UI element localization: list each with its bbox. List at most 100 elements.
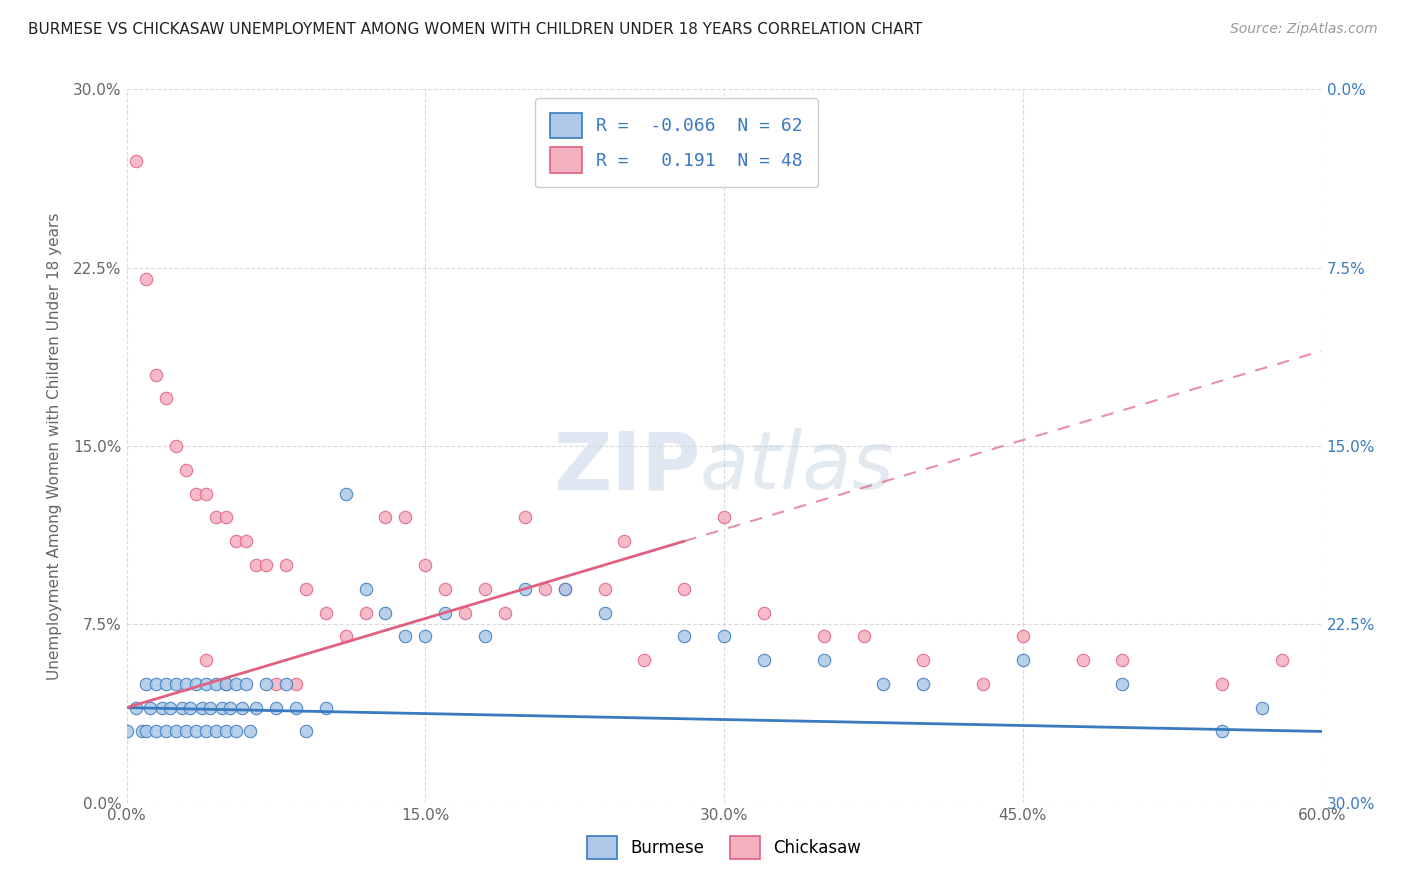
Point xyxy=(413,629,436,643)
Point xyxy=(1271,653,1294,667)
Point xyxy=(135,677,157,691)
Point xyxy=(135,272,157,286)
Point xyxy=(1071,653,1094,667)
Point xyxy=(752,653,775,667)
Point xyxy=(215,677,238,691)
Point xyxy=(159,700,181,714)
Point xyxy=(215,724,238,739)
Point xyxy=(145,368,167,382)
Point xyxy=(413,558,436,572)
Point xyxy=(673,582,696,596)
Point xyxy=(225,724,247,739)
Point xyxy=(474,582,496,596)
Point xyxy=(254,558,277,572)
Point xyxy=(219,700,242,714)
Text: atlas: atlas xyxy=(700,428,896,507)
Legend: Burmese, Chickasaw: Burmese, Chickasaw xyxy=(581,829,868,866)
Point xyxy=(554,582,576,596)
Point xyxy=(354,606,377,620)
Point xyxy=(225,534,247,549)
Point xyxy=(294,724,316,739)
Point xyxy=(494,606,516,620)
Point xyxy=(186,677,208,691)
Point xyxy=(195,677,218,691)
Point xyxy=(284,700,307,714)
Point xyxy=(274,558,297,572)
Point xyxy=(633,653,655,667)
Point xyxy=(165,724,187,739)
Point xyxy=(155,724,177,739)
Point xyxy=(813,653,835,667)
Point xyxy=(174,463,197,477)
Point xyxy=(264,700,287,714)
Point xyxy=(872,677,894,691)
Point xyxy=(912,653,935,667)
Point xyxy=(235,677,257,691)
Point xyxy=(155,392,177,406)
Point xyxy=(150,700,174,714)
Point xyxy=(513,510,536,524)
Point xyxy=(1011,629,1033,643)
Point xyxy=(174,724,197,739)
Point xyxy=(191,700,214,714)
Point xyxy=(454,606,477,620)
Point xyxy=(172,700,194,714)
Point xyxy=(254,677,277,691)
Point xyxy=(1211,677,1233,691)
Point xyxy=(215,510,238,524)
Text: Source: ZipAtlas.com: Source: ZipAtlas.com xyxy=(1230,22,1378,37)
Point xyxy=(972,677,994,691)
Point xyxy=(215,677,238,691)
Point xyxy=(115,724,138,739)
Point xyxy=(912,677,935,691)
Point xyxy=(1211,724,1233,739)
Point xyxy=(186,724,208,739)
Point xyxy=(225,677,247,691)
Point xyxy=(145,677,167,691)
Point xyxy=(245,700,267,714)
Point xyxy=(1250,700,1272,714)
Point xyxy=(1011,653,1033,667)
Point xyxy=(533,582,555,596)
Point xyxy=(613,534,636,549)
Point xyxy=(245,558,267,572)
Point xyxy=(374,510,396,524)
Point xyxy=(335,629,357,643)
Point xyxy=(394,510,416,524)
Point xyxy=(211,700,233,714)
Point xyxy=(131,724,153,739)
Point xyxy=(354,582,377,596)
Point xyxy=(852,629,875,643)
Point xyxy=(1111,677,1133,691)
Point xyxy=(713,510,735,524)
Point xyxy=(593,606,616,620)
Point xyxy=(205,510,228,524)
Point xyxy=(205,677,228,691)
Point xyxy=(239,724,262,739)
Point xyxy=(335,486,357,500)
Point xyxy=(174,677,197,691)
Point xyxy=(474,629,496,643)
Point xyxy=(593,582,616,596)
Point xyxy=(284,677,307,691)
Point xyxy=(231,700,253,714)
Point xyxy=(195,653,218,667)
Point xyxy=(179,700,201,714)
Point xyxy=(374,606,396,620)
Point xyxy=(274,677,297,691)
Point xyxy=(195,486,218,500)
Point xyxy=(165,439,187,453)
Point xyxy=(205,724,228,739)
Point xyxy=(195,724,218,739)
Point xyxy=(145,724,167,739)
Point xyxy=(139,700,162,714)
Point xyxy=(165,677,187,691)
Point xyxy=(513,582,536,596)
Point xyxy=(125,153,148,168)
Point xyxy=(200,700,222,714)
Point xyxy=(554,582,576,596)
Point xyxy=(813,629,835,643)
Point xyxy=(294,582,316,596)
Point xyxy=(394,629,416,643)
Point xyxy=(235,534,257,549)
